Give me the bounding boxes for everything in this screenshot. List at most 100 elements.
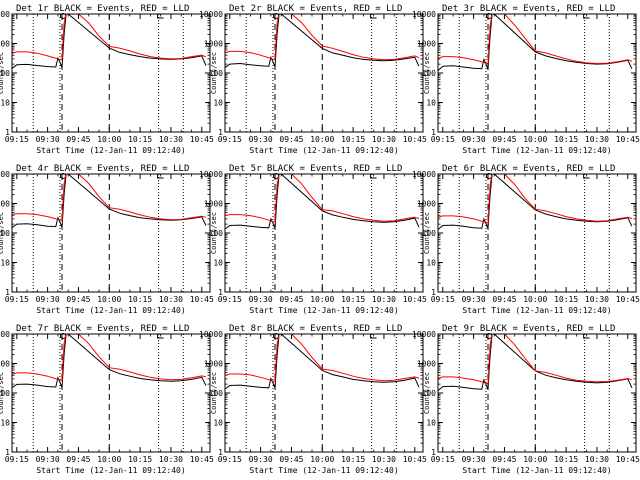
x-tick-label: 09:30: [36, 455, 60, 464]
x-tick-label: 10:30: [159, 295, 183, 304]
x-tick-label: 09:45: [66, 455, 90, 464]
x-tick-label: 10:00: [310, 295, 334, 304]
top-bracket-marker: [583, 334, 590, 339]
x-tick-label: 10:15: [341, 135, 365, 144]
y-tick-label: 100: [209, 69, 224, 78]
x-axis-label: Start Time (12-Jan-11 09:12:40): [36, 146, 185, 155]
x-tick-label: 09:15: [5, 135, 29, 144]
x-tick-label: 09:45: [279, 135, 303, 144]
x-tick-label: 09:30: [36, 135, 60, 144]
x-tick-label: 10:00: [523, 135, 547, 144]
x-tick-label: 09:15: [431, 295, 455, 304]
x-axis-label: Start Time (12-Jan-11 09:12:40): [462, 466, 611, 475]
y-tick-label: 10000: [199, 170, 223, 179]
x-tick-label: 10:00: [97, 295, 121, 304]
x-tick-label: 10:15: [341, 295, 365, 304]
y-tick-label: 10000: [199, 330, 223, 339]
x-tick-label: 10:45: [190, 295, 214, 304]
y-tick-label: 100: [0, 389, 10, 398]
x-tick-label: 10:15: [128, 455, 152, 464]
panel-det-2: Det 2r BLACK = Events, RED = LLD Counts/s…: [199, 4, 427, 155]
x-tick-label: 10:45: [190, 135, 214, 144]
panel-det-6: Det 6r BLACK = Events, RED = LLD Counts/s…: [412, 164, 640, 315]
top-bracket-marker: [370, 14, 377, 19]
panel-det-1: Det 1r BLACK = Events, RED = LLD Counts/s…: [0, 4, 214, 155]
y-tick-label: 1: [218, 128, 223, 137]
y-tick-label: 10: [0, 99, 10, 108]
y-tick-label: 1: [431, 128, 436, 137]
series-line-lld: [12, 334, 207, 381]
x-tick-label: 10:45: [403, 295, 427, 304]
x-tick-label: 09:30: [36, 295, 60, 304]
x-tick-label: 09:15: [218, 135, 242, 144]
y-tick-label: 10000: [412, 330, 436, 339]
panel-title: Det 7r BLACK = Events, RED = LLD: [16, 324, 189, 334]
y-tick-label: 10000: [199, 10, 223, 19]
series-line-lld: [225, 174, 420, 223]
x-tick-label: 09:45: [279, 295, 303, 304]
x-tick-label: 10:45: [616, 295, 640, 304]
y-axis-label: Counts/sec: [210, 372, 218, 414]
panel-title: Det 3r BLACK = Events, RED = LLD: [442, 4, 615, 14]
y-tick-label: 10: [213, 99, 223, 108]
series-line-events: [225, 334, 420, 390]
x-tick-label: 10:45: [616, 455, 640, 464]
y-tick-label: 100: [422, 389, 437, 398]
x-tick-label: 10:00: [97, 135, 121, 144]
panel-title: Det 5r BLACK = Events, RED = LLD: [229, 164, 402, 174]
y-tick-label: 10: [213, 259, 223, 268]
plot-frame: [11, 333, 211, 453]
y-tick-label: 100: [0, 69, 10, 78]
y-tick-label: 10000: [412, 170, 436, 179]
series-line-lld: [438, 174, 633, 224]
x-tick-label: 09:45: [279, 455, 303, 464]
panel-det-9: Det 9r BLACK = Events, RED = LLD Counts/s…: [412, 324, 640, 475]
panel-title: Det 1r BLACK = Events, RED = LLD: [16, 4, 189, 14]
y-tick-label: 10000: [412, 10, 436, 19]
x-tick-label: 09:15: [431, 455, 455, 464]
y-axis-label: Counts/sec: [423, 372, 431, 414]
plot-frame: [224, 13, 424, 133]
x-tick-label: 09:30: [249, 135, 273, 144]
x-tick-label: 10:30: [585, 295, 609, 304]
series-line-events: [225, 174, 420, 230]
plot-frame: [11, 13, 211, 133]
y-axis-label: Counts/sec: [423, 212, 431, 254]
y-tick-label: 10: [0, 259, 10, 268]
y-tick-label: 1000: [204, 40, 223, 49]
x-tick-label: 09:45: [492, 295, 516, 304]
y-tick-label: 1: [218, 288, 223, 297]
panel-title: Det 8r BLACK = Events, RED = LLD: [229, 324, 402, 334]
x-tick-label: 10:30: [585, 455, 609, 464]
y-tick-label: 1000: [417, 200, 436, 209]
y-tick-label: 1000: [0, 200, 10, 209]
top-bracket-marker: [583, 14, 590, 19]
series-line-events: [225, 14, 420, 69]
x-tick-label: 09:15: [5, 295, 29, 304]
series-line-lld: [438, 334, 633, 384]
x-tick-label: 09:30: [249, 295, 273, 304]
panel-title: Det 6r BLACK = Events, RED = LLD: [442, 164, 615, 174]
x-tick-label: 10:00: [97, 455, 121, 464]
x-tick-label: 10:15: [341, 455, 365, 464]
y-tick-label: 1000: [204, 360, 223, 369]
x-axis-label: Start Time (12-Jan-11 09:12:40): [462, 306, 611, 315]
plot-frame: [437, 13, 637, 133]
y-tick-label: 100: [209, 389, 224, 398]
plot-frame: [437, 173, 637, 293]
series-line-lld: [12, 14, 207, 61]
plot-frame: [224, 173, 424, 293]
y-tick-label: 1: [5, 128, 10, 137]
x-tick-label: 10:15: [554, 135, 578, 144]
x-tick-label: 10:30: [585, 135, 609, 144]
y-tick-label: 10000: [0, 10, 10, 19]
x-tick-label: 09:15: [218, 455, 242, 464]
x-tick-label: 10:15: [554, 295, 578, 304]
x-tick-label: 10:15: [128, 135, 152, 144]
x-axis-label: Start Time (12-Jan-11 09:12:40): [249, 306, 398, 315]
y-tick-label: 1: [218, 448, 223, 457]
x-axis-label: Start Time (12-Jan-11 09:12:40): [249, 466, 398, 475]
y-tick-label: 10: [213, 419, 223, 428]
x-tick-label: 10:45: [403, 455, 427, 464]
